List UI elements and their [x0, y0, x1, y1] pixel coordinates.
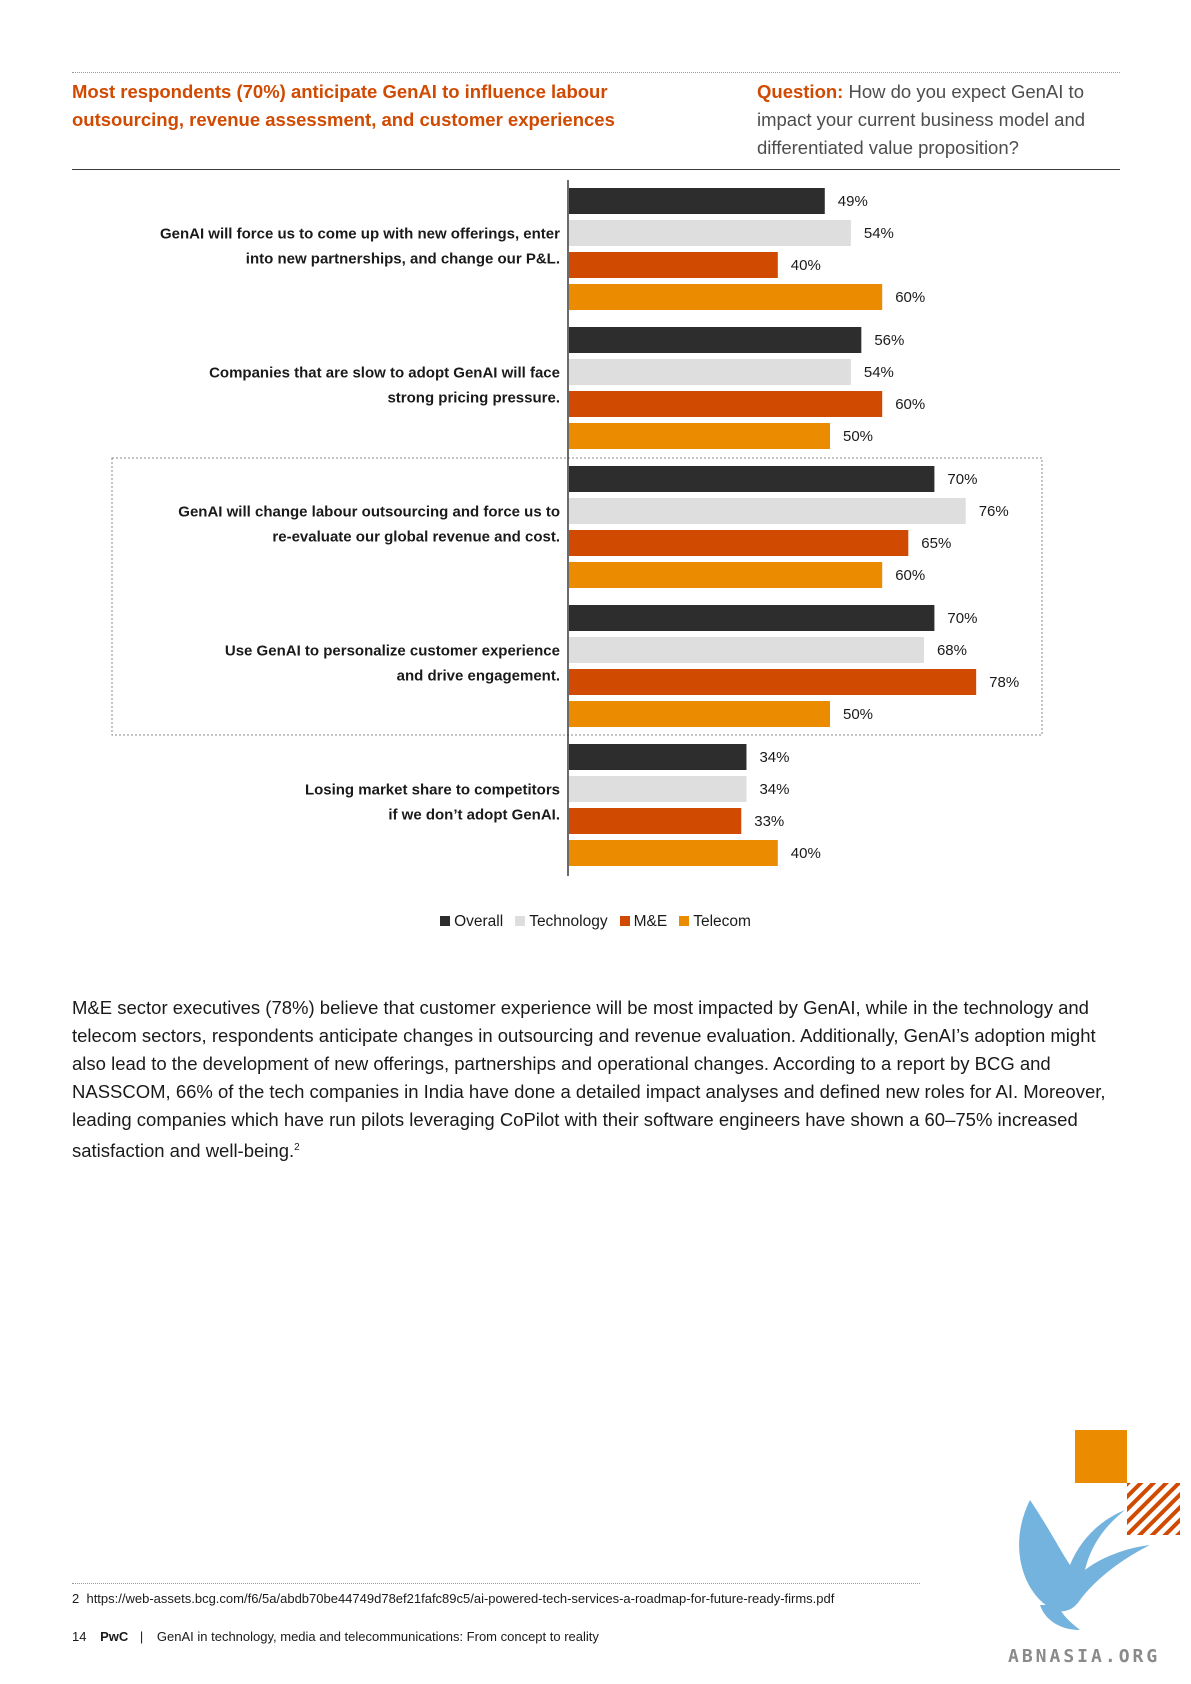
orange-square: [1075, 1430, 1127, 1483]
footer-separator: |: [139, 1629, 144, 1644]
bar-me: [569, 391, 883, 417]
legend-item: Overall: [440, 913, 503, 931]
legend-swatch: [619, 916, 630, 926]
legend-label: Overall: [454, 913, 504, 930]
data-label: 54%: [864, 364, 894, 381]
bar-overall: [569, 605, 935, 631]
bar-telecom: [569, 701, 830, 727]
category-label: into new partnerships, and change our P&…: [246, 251, 560, 268]
category-label: if we don’t adopt GenAI.: [388, 807, 560, 824]
hatched-square: [1127, 1483, 1180, 1535]
bar-technology: [569, 220, 851, 246]
data-label: 50%: [843, 706, 873, 723]
bar-technology: [569, 776, 747, 802]
category-label: and drive engagement.: [397, 668, 560, 685]
bar-telecom: [569, 562, 883, 588]
highlight-box: [111, 457, 1043, 736]
legend-item: M&E: [619, 913, 668, 931]
bar-overall: [569, 327, 862, 353]
data-label: 60%: [895, 567, 925, 584]
page-footer: 14 PwC | GenAI in technology, media and …: [72, 1629, 599, 1644]
document-title: GenAI in technology, media and telecommu…: [156, 1629, 599, 1644]
body-paragraph-block: M&E sector executives (78%) believe that…: [72, 994, 1122, 1165]
category-label: GenAI will change labour outsourcing and…: [178, 504, 560, 521]
bar-me: [569, 530, 909, 556]
category-label: Losing market share to competitors: [305, 782, 560, 799]
category-label: GenAI will force us to come up with new …: [160, 226, 560, 243]
footnote: 2 https://web-assets.bcg.com/f6/5a/abdb7…: [72, 1591, 834, 1606]
legend-label: M&E: [633, 913, 668, 930]
data-label: 54%: [864, 225, 894, 242]
bar-telecom: [569, 840, 778, 866]
bar-me: [569, 669, 977, 695]
data-label: 76%: [979, 503, 1009, 520]
bar-technology: [569, 498, 966, 524]
bar-technology: [569, 359, 851, 385]
legend-item: Telecom: [679, 913, 751, 931]
legend-swatch: [679, 916, 690, 926]
bar-chart: GenAI will force us to come up with new …: [111, 180, 1043, 876]
legend-item: Technology: [515, 913, 608, 931]
category-label: Companies that are slow to adopt GenAI w…: [209, 365, 560, 382]
body-paragraph: M&E sector executives (78%) believe that…: [72, 997, 1106, 1162]
question-label: Question:: [757, 81, 844, 102]
bar-technology: [569, 637, 924, 663]
data-label: 56%: [874, 332, 904, 349]
category-label: Use GenAI to personalize customer experi…: [225, 643, 560, 660]
data-label: 40%: [791, 845, 821, 862]
legend-label: Telecom: [693, 913, 751, 930]
data-label: 68%: [937, 642, 967, 659]
category-label: re-evaluate our global revenue and cost.: [272, 529, 560, 546]
data-label: 70%: [947, 471, 977, 488]
data-label: 34%: [759, 749, 789, 766]
chart-legend: Overall Technology M&E Telecom: [0, 913, 1191, 931]
footnote-rule: [72, 1583, 920, 1584]
category-label: strong pricing pressure.: [387, 390, 560, 407]
question-text: How do you expect GenAI to impact your c…: [757, 81, 1086, 158]
bar-me: [569, 808, 742, 834]
data-label: 60%: [895, 396, 925, 413]
data-label: 50%: [843, 428, 873, 445]
bar-overall: [569, 188, 825, 214]
bar-overall: [569, 744, 747, 770]
chart-headline: Most respondents (70%) anticipate GenAI …: [72, 81, 615, 130]
footnote-number: 2: [72, 1591, 80, 1606]
bar-telecom: [569, 423, 830, 449]
data-label: 40%: [791, 257, 821, 274]
bar-overall: [569, 466, 935, 492]
page-number: 14: [72, 1629, 87, 1644]
question-block: Question: How do you expect GenAI to imp…: [757, 78, 1117, 162]
legend-swatch: [440, 916, 451, 926]
data-label: 49%: [838, 193, 868, 210]
watermark-text: ABNASIA.ORG: [1008, 1646, 1160, 1667]
watermark-logo-icon: [1019, 1500, 1150, 1630]
footnote-ref: 2: [294, 1142, 300, 1153]
corner-decoration: ABNASIA.ORG: [1008, 1430, 1180, 1667]
data-label: 78%: [989, 674, 1019, 691]
header-rule: [72, 169, 1120, 170]
bar-telecom: [569, 284, 883, 310]
data-label: 60%: [895, 289, 925, 306]
data-label: 65%: [921, 535, 951, 552]
top-dotted-rule: [72, 72, 1120, 73]
data-label: 70%: [947, 610, 977, 627]
data-label: 33%: [754, 813, 784, 830]
brand-name: PwC: [100, 1629, 129, 1644]
legend-swatch: [515, 916, 526, 926]
bar-me: [569, 252, 778, 278]
legend-label: Technology: [529, 913, 608, 930]
data-label: 34%: [759, 781, 789, 798]
footnote-url[interactable]: https://web-assets.bcg.com/f6/5a/abdb70b…: [86, 1591, 835, 1606]
